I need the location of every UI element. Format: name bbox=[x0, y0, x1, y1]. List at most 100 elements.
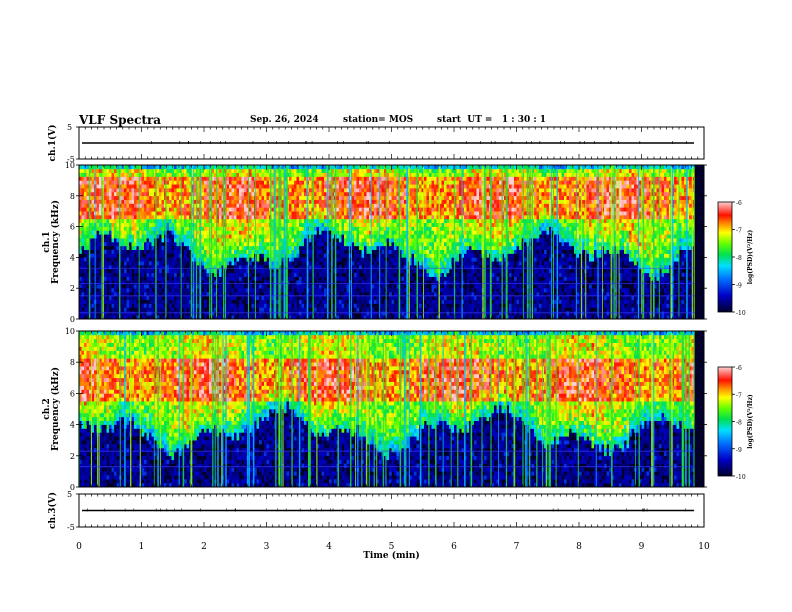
spectrogram-cell bbox=[294, 269, 297, 273]
spectrogram-cell bbox=[174, 200, 177, 204]
spectrogram-cell bbox=[99, 180, 102, 184]
y-axis-label: ch.1(V) bbox=[47, 125, 58, 162]
spectrogram-cell bbox=[382, 227, 385, 231]
spectrogram-cell bbox=[242, 188, 245, 192]
spectrogram-cell bbox=[292, 184, 295, 188]
spectrogram-cell bbox=[359, 192, 362, 196]
spectrogram-cell bbox=[124, 223, 127, 227]
spectrogram-cell bbox=[267, 273, 270, 277]
spectrogram-cell bbox=[302, 219, 305, 223]
spectrogram-cell bbox=[372, 184, 375, 188]
spectrogram-cell bbox=[304, 304, 307, 308]
spectrogram-cell bbox=[147, 184, 150, 188]
spectrogram-cell bbox=[387, 165, 390, 169]
spectrogram-cell bbox=[294, 254, 297, 258]
spectrogram-cell bbox=[377, 296, 380, 300]
spectrogram-cell bbox=[109, 277, 112, 281]
spectrogram-cell bbox=[169, 215, 172, 219]
spectrogram-cell bbox=[157, 257, 160, 261]
spectrogram-cell bbox=[187, 169, 190, 173]
spectrogram-cell bbox=[264, 269, 267, 273]
spectrogram-cell bbox=[392, 304, 395, 308]
spectrogram-cell bbox=[267, 234, 270, 238]
spectrogram-cell bbox=[294, 219, 297, 223]
spectrogram-cell bbox=[157, 234, 160, 238]
spectrogram-cell bbox=[377, 169, 380, 173]
spectrogram-cell bbox=[339, 192, 342, 196]
spectrogram-cell bbox=[99, 200, 102, 204]
spectrogram-cell bbox=[92, 227, 95, 231]
spectrogram-cell bbox=[297, 169, 300, 173]
spectrogram-cell bbox=[232, 234, 235, 238]
spectrogram-cell bbox=[124, 265, 127, 269]
spectrogram-cell bbox=[112, 307, 115, 311]
spectrogram-cell bbox=[304, 211, 307, 215]
spectrogram-cell bbox=[204, 288, 207, 292]
spectrogram-cell bbox=[302, 257, 305, 261]
spectrogram-cell bbox=[159, 196, 162, 200]
spectrogram-cell bbox=[104, 230, 107, 234]
spectrogram-cell bbox=[357, 192, 360, 196]
spectrogram-cell bbox=[324, 204, 327, 208]
spectrogram-cell bbox=[412, 304, 415, 308]
spectrogram-cell bbox=[169, 184, 172, 188]
spectrogram-cell bbox=[382, 238, 385, 242]
spectrogram-cell bbox=[244, 219, 247, 223]
spectrogram-cell bbox=[202, 219, 205, 223]
spectrogram-cell bbox=[402, 211, 405, 215]
spectrogram-cell bbox=[252, 177, 255, 181]
spectrogram-cell bbox=[364, 269, 367, 273]
spectrogram-cell bbox=[207, 180, 210, 184]
spectrogram-cell bbox=[152, 180, 155, 184]
spectrogram-cell bbox=[367, 261, 370, 265]
spectrogram-cell bbox=[322, 215, 325, 219]
spectrogram-cell bbox=[82, 277, 85, 281]
spectrogram-cell bbox=[267, 311, 270, 315]
spectrogram-cell bbox=[249, 180, 252, 184]
spectrogram-cell bbox=[302, 211, 305, 215]
spectrogram-cell bbox=[234, 227, 237, 231]
spectrogram-cell bbox=[84, 307, 87, 311]
spectrogram-cell bbox=[244, 180, 247, 184]
spectrogram-cell bbox=[159, 269, 162, 273]
spectrogram-cell bbox=[302, 300, 305, 304]
spectrogram-cell bbox=[182, 200, 185, 204]
spectrogram-cell bbox=[237, 188, 240, 192]
spectrogram-cell bbox=[202, 196, 205, 200]
spectrogram-cell bbox=[177, 234, 180, 238]
spectrogram-cell bbox=[229, 177, 232, 181]
spectrogram-cell bbox=[299, 304, 302, 308]
spectrogram-cell bbox=[339, 204, 342, 208]
spectrogram-cell bbox=[134, 257, 137, 261]
spectrogram-cell bbox=[299, 188, 302, 192]
spectrogram-cell bbox=[382, 223, 385, 227]
spectrogram-cell bbox=[354, 242, 357, 246]
spectrogram-cell bbox=[244, 177, 247, 181]
spectrogram-cell bbox=[204, 215, 207, 219]
spectrogram-cell bbox=[352, 265, 355, 269]
spectrogram-cell bbox=[117, 257, 120, 261]
spectrogram-cell bbox=[144, 234, 147, 238]
spectrogram-cell bbox=[104, 192, 107, 196]
spectrogram-cell bbox=[152, 238, 155, 242]
spectrogram-cell bbox=[112, 180, 115, 184]
spectrogram-cell bbox=[317, 180, 320, 184]
spectrogram-cell bbox=[142, 173, 145, 177]
spectrogram-cell bbox=[157, 180, 160, 184]
spectrogram-cell bbox=[264, 211, 267, 215]
spectrogram-cell bbox=[337, 188, 340, 192]
spectrogram-cell bbox=[394, 227, 397, 231]
spectrogram-cell bbox=[147, 277, 150, 281]
spectrogram-cell bbox=[362, 173, 365, 177]
spectrogram-cell bbox=[252, 307, 255, 311]
spectrogram-cell bbox=[364, 192, 367, 196]
spectrogram-cell bbox=[144, 281, 147, 285]
spectrogram-cell bbox=[264, 257, 267, 261]
spectrogram-cell bbox=[127, 300, 130, 304]
spectrogram-cell bbox=[184, 254, 187, 258]
spectrogram-cell bbox=[337, 211, 340, 215]
spectrogram-cell bbox=[244, 269, 247, 273]
spectrogram-cell bbox=[354, 273, 357, 277]
spectrogram-cell bbox=[207, 211, 210, 215]
spectrogram-cell bbox=[374, 300, 377, 304]
